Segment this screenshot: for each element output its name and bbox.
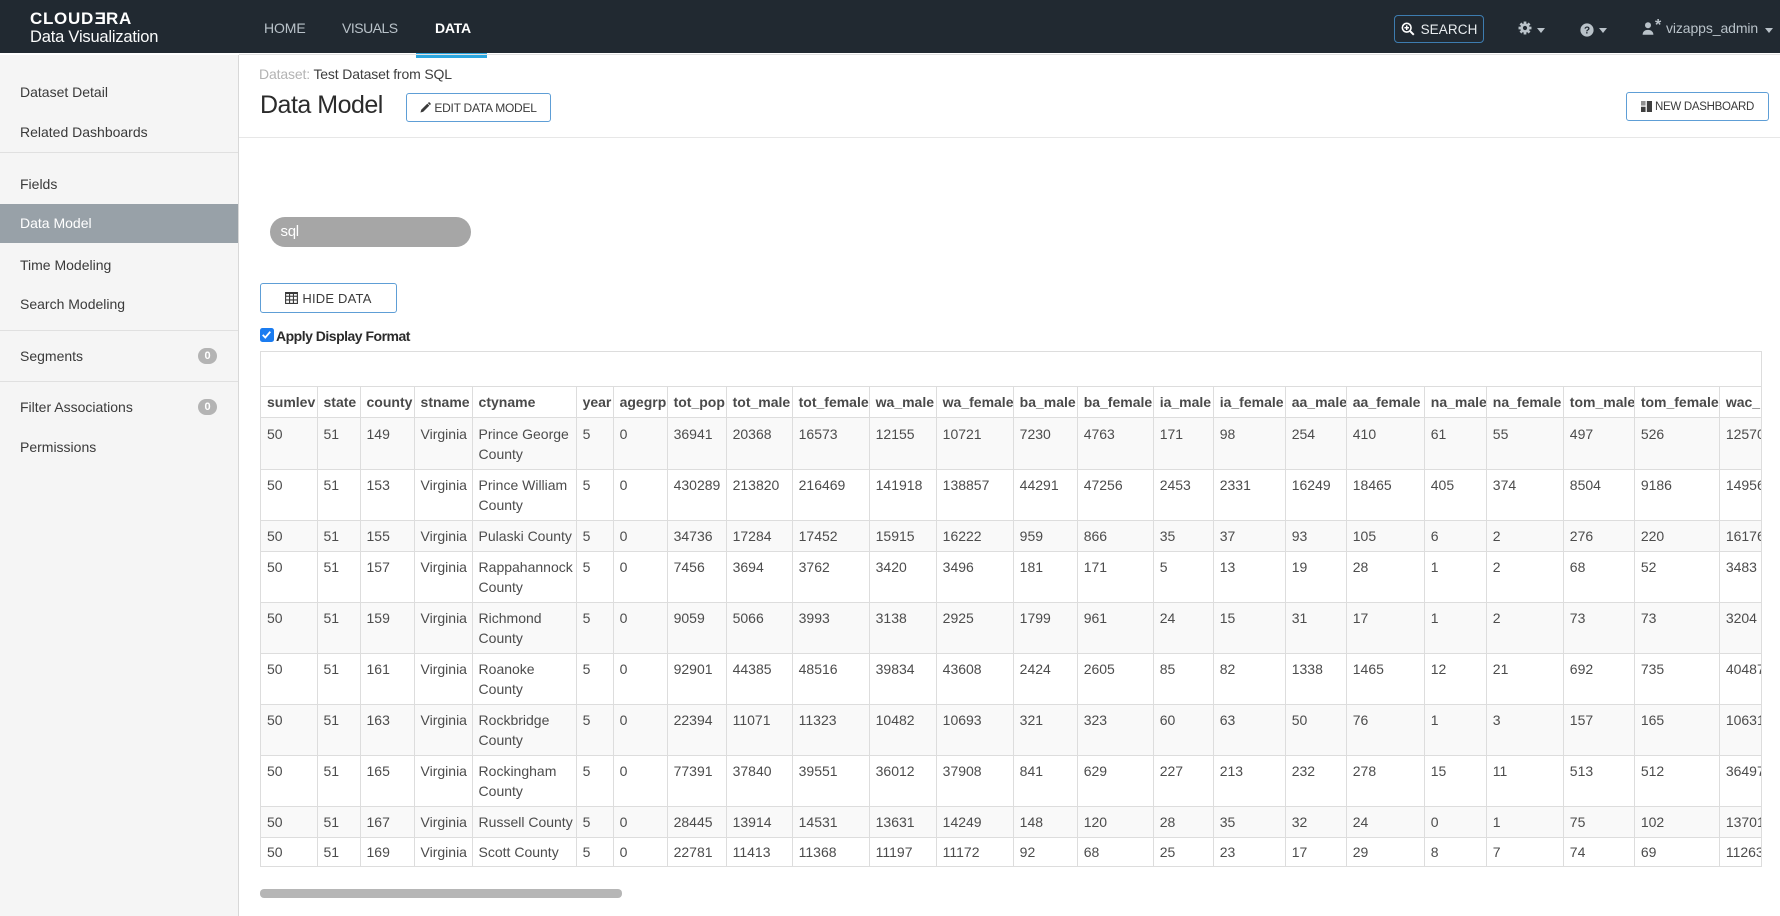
svg-text:?: ? — [1584, 25, 1590, 36]
